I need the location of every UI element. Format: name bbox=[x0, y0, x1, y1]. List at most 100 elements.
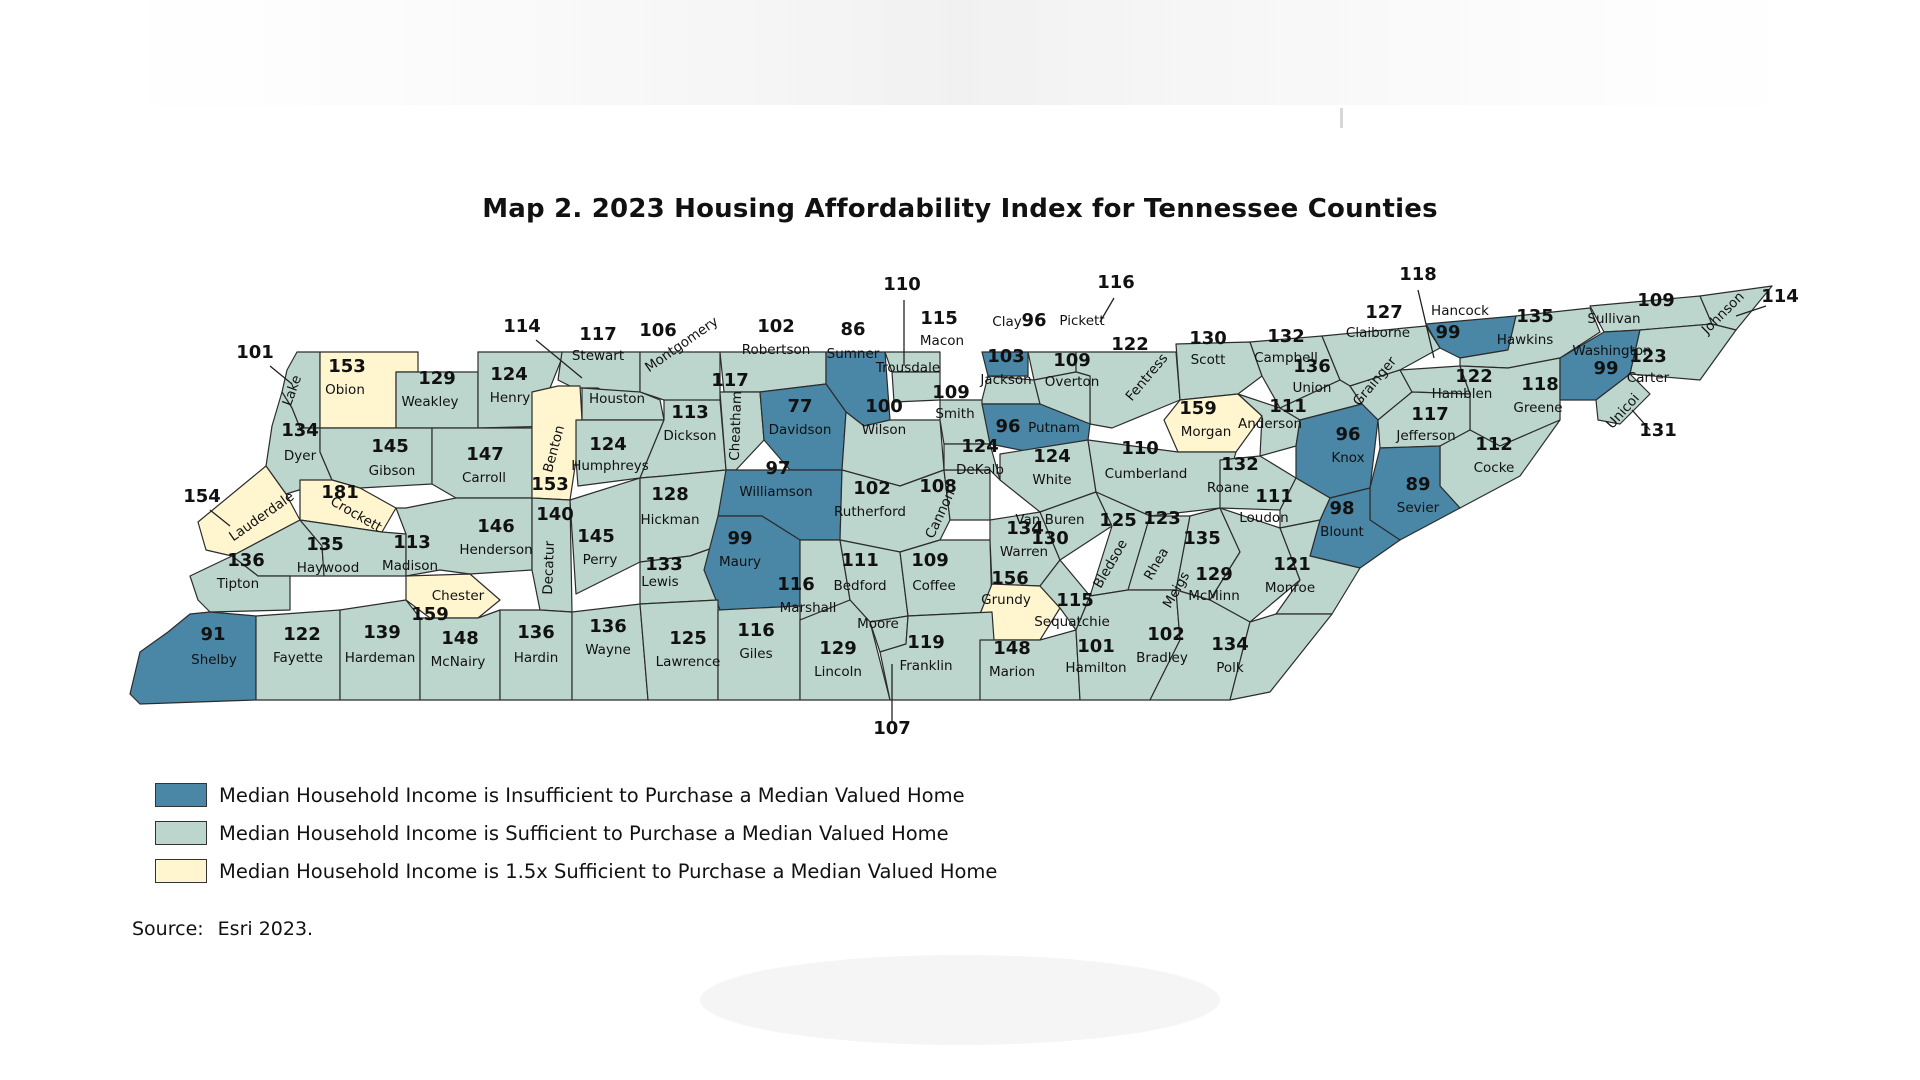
county-name-morgan: Morgan bbox=[1181, 424, 1232, 440]
county-name-cocke: Cocke bbox=[1474, 460, 1515, 476]
county-name-hancock: Hancock bbox=[1431, 303, 1489, 319]
county-name-hawkins: Hawkins bbox=[1497, 332, 1554, 348]
county-name-grundy: Grundy bbox=[981, 592, 1031, 608]
county-value-white: 124 bbox=[1033, 446, 1071, 467]
source-label: Source: bbox=[132, 918, 204, 940]
county-name-putnam: Putnam bbox=[1028, 420, 1080, 436]
legend-label-sufficient: Median Household Income is Sufficient to… bbox=[219, 821, 949, 845]
county-value-clay: 96 bbox=[1021, 310, 1046, 331]
county-carter bbox=[1629, 323, 1737, 381]
legend-item-sufficient-15x: Median Household Income is 1.5x Sufficie… bbox=[155, 852, 997, 890]
county-lincoln bbox=[799, 599, 891, 701]
county-value-jefferson: 117 bbox=[1411, 404, 1449, 425]
county-value-van-buren: 130 bbox=[1031, 528, 1069, 549]
county-name-roane: Roane bbox=[1207, 480, 1249, 496]
callout-line-lauderdale bbox=[209, 509, 231, 527]
county-name-campbell: Campbell bbox=[1254, 350, 1318, 366]
county-name-hardin: Hardin bbox=[514, 650, 559, 666]
county-value-cumberland: 110 bbox=[1121, 438, 1159, 459]
county-value-stewart: 117 bbox=[579, 324, 617, 345]
county-value-cocke: 112 bbox=[1475, 434, 1513, 455]
county-name-marion: Marion bbox=[989, 664, 1035, 680]
county-value-hickman: 128 bbox=[651, 484, 689, 505]
callout-line-lake bbox=[269, 365, 293, 385]
county-value-marion: 148 bbox=[993, 638, 1031, 659]
county-value-wilson: 100 bbox=[865, 396, 903, 417]
county-value-scott: 130 bbox=[1189, 328, 1227, 349]
county-clay bbox=[981, 351, 1029, 377]
county-value-union: 136 bbox=[1293, 356, 1331, 377]
county-name-white: White bbox=[1032, 472, 1071, 488]
county-value-hawkins: 135 bbox=[1516, 306, 1554, 327]
county-value-lawrence: 125 bbox=[669, 628, 707, 649]
county-name-haywood: Haywood bbox=[297, 560, 360, 576]
county-value-roane: 132 bbox=[1221, 454, 1259, 475]
county-value-moore: 107 bbox=[873, 718, 911, 739]
legend-swatch-sufficient bbox=[155, 821, 207, 845]
county-value-dekalb: 124 bbox=[961, 436, 999, 457]
county-value-weakley: 129 bbox=[418, 368, 456, 389]
county-value-macon: 115 bbox=[920, 308, 958, 329]
county-value-loudon: 111 bbox=[1255, 486, 1293, 507]
county-name-bradley: Bradley bbox=[1136, 650, 1188, 666]
county-name-mcnairy: McNairy bbox=[431, 654, 486, 670]
county-name-hamilton: Hamilton bbox=[1065, 660, 1126, 676]
county-value-obion: 153 bbox=[328, 356, 366, 377]
county-name-clay: Clay bbox=[992, 314, 1021, 330]
county-value-madison: 113 bbox=[393, 532, 431, 553]
county-monroe bbox=[1275, 519, 1361, 615]
county-value-davidson: 77 bbox=[787, 396, 812, 417]
county-value-carroll: 147 bbox=[466, 444, 504, 465]
county-name-lawrence: Lawrence bbox=[656, 654, 721, 670]
county-value-cheatham: 117 bbox=[711, 370, 749, 391]
legend-label-insufficient: Median Household Income is Insufficient … bbox=[219, 783, 965, 807]
county-value-grundy: 156 bbox=[991, 568, 1029, 589]
source-note: Source: Esri 2023. bbox=[132, 918, 313, 940]
county-value-robertson: 102 bbox=[757, 316, 795, 337]
county-name-chester: Chester bbox=[432, 588, 485, 604]
county-name-sumner: Sumner bbox=[827, 346, 880, 362]
county-name-madison: Madison bbox=[382, 558, 438, 574]
county-name-robertson: Robertson bbox=[742, 342, 811, 358]
county-name-gibson: Gibson bbox=[369, 463, 416, 479]
county-name-tipton: Tipton bbox=[216, 576, 259, 592]
county-name-perry: Perry bbox=[583, 552, 618, 568]
county-value-washington: 99 bbox=[1593, 358, 1618, 379]
county-name-fayette: Fayette bbox=[273, 650, 323, 666]
legend-item-insufficient: Median Household Income is Insufficient … bbox=[155, 776, 997, 814]
county-cheatham bbox=[719, 391, 765, 471]
county-name-claiborne: Claiborne bbox=[1346, 325, 1410, 341]
county-value-lake: 101 bbox=[236, 342, 274, 363]
county-value-henry: 124 bbox=[490, 364, 528, 385]
county-name-wilson: Wilson bbox=[862, 422, 906, 438]
county-name-maury: Maury bbox=[719, 554, 761, 570]
county-name-cumberland: Cumberland bbox=[1105, 466, 1188, 482]
source-text: Esri 2023. bbox=[217, 918, 314, 940]
county-value-blount: 98 bbox=[1329, 498, 1354, 519]
county-value-knox: 96 bbox=[1335, 424, 1360, 445]
county-name-sullivan: Sullivan bbox=[1587, 311, 1640, 327]
county-unicoi bbox=[1595, 373, 1651, 425]
county-name-henderson: Henderson bbox=[459, 542, 532, 558]
county-name-lewis: Lewis bbox=[641, 574, 678, 590]
county-value-warren: 134 bbox=[1006, 518, 1044, 539]
county-value-bedford: 111 bbox=[841, 550, 879, 571]
callout-line-unicoi bbox=[1631, 409, 1651, 431]
county-name-dickson: Dickson bbox=[663, 428, 716, 444]
county-value-lewis: 133 bbox=[645, 554, 683, 575]
county-value-hamilton: 101 bbox=[1077, 636, 1115, 657]
county-name-monroe: Monroe bbox=[1265, 580, 1315, 596]
county-value-bledsoe: 125 bbox=[1099, 510, 1137, 531]
county-value-rutherford: 102 bbox=[853, 478, 891, 499]
county-name-humphreys: Humphreys bbox=[571, 458, 649, 474]
county-name-stewart: Stewart bbox=[572, 348, 624, 364]
map-title: Map 2. 2023 Housing Affordability Index … bbox=[482, 194, 1438, 224]
county-value-chester: 159 bbox=[411, 604, 449, 625]
county-lawrence bbox=[639, 599, 719, 701]
counties-layer bbox=[129, 285, 1773, 705]
county-value-fayette: 122 bbox=[283, 624, 321, 645]
county-name-cheatham: Cheatham bbox=[727, 391, 745, 461]
county-value-sullivan: 109 bbox=[1637, 290, 1675, 311]
county-value-gibson: 145 bbox=[371, 436, 409, 457]
